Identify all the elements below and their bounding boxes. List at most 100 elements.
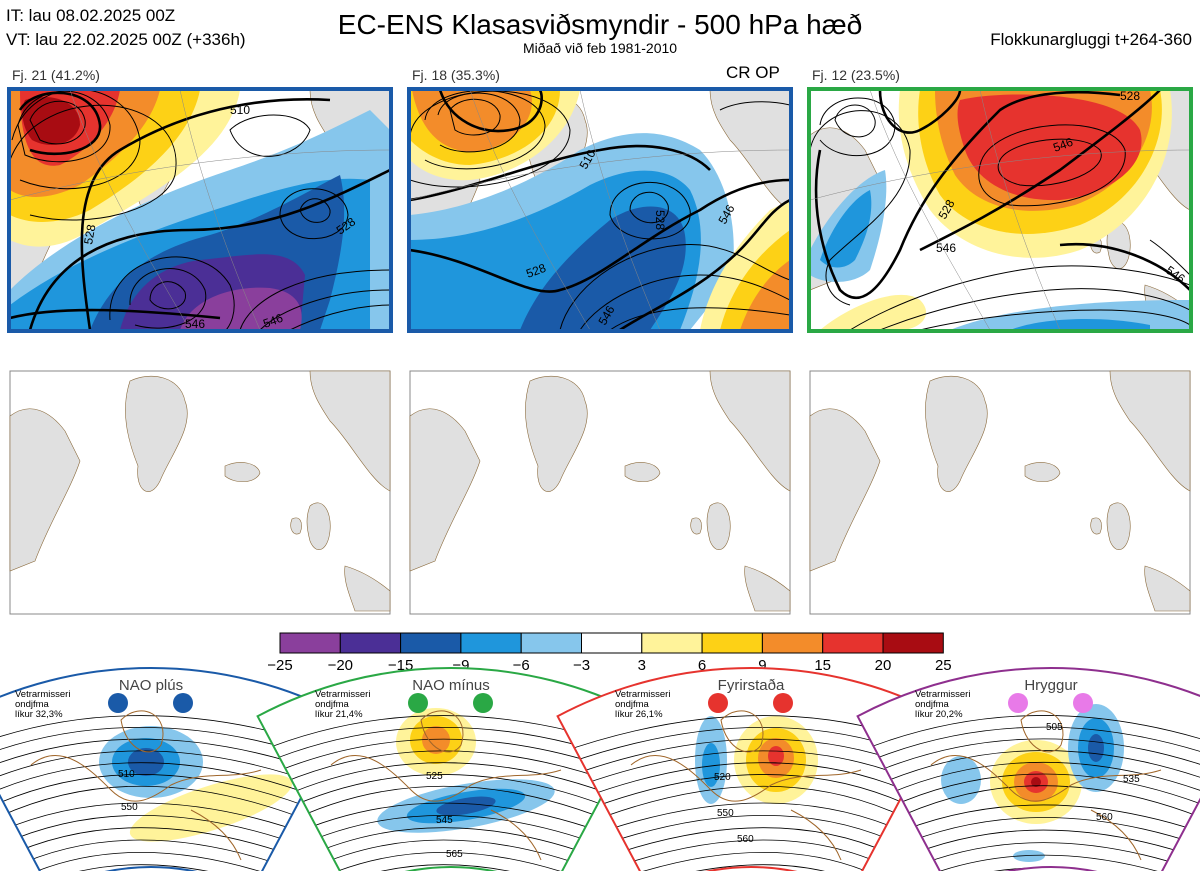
colorbar-tick-label: −3 — [573, 657, 590, 674]
colorbar-tick-label: −25 — [267, 657, 292, 674]
regime-probability: Vetrarmisseri — [15, 689, 70, 700]
regime-probability: líkur 21,4% — [315, 709, 363, 720]
panel-3-contour-label: 546 — [936, 241, 956, 255]
cluster-map-2: 510 528 528 546 546 — [407, 87, 793, 333]
height-contour — [624, 864, 878, 871]
colorbar-swatch — [339, 632, 402, 654]
anomaly-area — [1031, 777, 1041, 787]
anomaly-area — [129, 774, 293, 842]
panel-2-contour-label: 528 — [524, 261, 548, 281]
height-contour — [857, 738, 1200, 783]
regime-fan: 520 550 560 Fyrirstaða Vetrarmisseriondjfmal… — [556, 667, 946, 871]
regime-probability: Vetrarmisseri — [615, 689, 670, 700]
fan-contour-label: 550 — [717, 808, 734, 819]
height-contour — [324, 864, 578, 871]
coastline — [190, 809, 242, 861]
panel-2-label: Fj. 18 (35.3%) — [412, 67, 500, 83]
fan-contour-label: 550 — [121, 802, 138, 813]
height-contour — [866, 761, 1200, 805]
fan-contour-label: 545 — [436, 815, 453, 826]
page-title: EC-ENS Klasasviðsmyndir - 500 hPa hæð — [337, 9, 863, 40]
panel-3-border — [807, 87, 1193, 333]
height-contour — [909, 842, 1193, 870]
fan-contour-label: 565 — [446, 849, 463, 860]
regime-probability: líkur 32,3% — [15, 709, 63, 720]
empty-map-3 — [809, 370, 1191, 615]
height-contour — [573, 774, 929, 816]
colorbar-swatch — [279, 632, 341, 654]
height-contour — [0, 774, 329, 816]
regime-fan: 505 535 560 Hryggur Vetrarmisseriondjfmalíku… — [856, 667, 1200, 871]
fan-contour-label: 505 — [1046, 722, 1063, 733]
regime-dot — [173, 693, 193, 713]
height-contour — [2, 827, 300, 859]
height-contour — [302, 827, 600, 859]
colorbar-tick-label: 6 — [698, 657, 706, 674]
colorbar-swatch — [581, 632, 643, 654]
height-contour — [609, 839, 893, 870]
regime-probability: ondjfma — [315, 699, 350, 710]
anomaly-area — [941, 756, 981, 804]
colorbar-tick-label: 15 — [814, 657, 831, 674]
panel-2-contour-label: 528 — [653, 210, 667, 230]
height-contour — [602, 827, 900, 859]
height-contour — [617, 852, 885, 871]
coastline — [1020, 710, 1064, 753]
regime-fan: 525 545 565 NAO mínus Vetrarmisseriondjfmalí… — [256, 667, 646, 871]
fan-contour-label: 520 — [714, 772, 731, 783]
valid-time: VT: lau 22.02.2025 00Z (+336h) — [6, 30, 246, 49]
coastline — [720, 710, 764, 753]
panel-1-contour-label: 546 — [185, 317, 205, 331]
height-contour — [588, 802, 914, 837]
height-contour — [580, 785, 922, 826]
colorbar-swatch — [520, 632, 583, 654]
regime-name: NAO mínus — [412, 677, 490, 694]
anomaly-area — [702, 743, 720, 787]
anomaly-area — [1088, 734, 1104, 762]
panel-1-contour-label: 510 — [230, 103, 250, 117]
coastline — [930, 755, 1162, 802]
coastline — [630, 755, 862, 802]
fan-contour-label: 525 — [426, 771, 443, 782]
page-subtitle: Miðað við feb 1981-2010 — [522, 40, 678, 56]
height-contour — [857, 726, 1200, 772]
height-contour — [24, 864, 278, 871]
colorbar-swatch — [641, 632, 703, 654]
height-contour — [917, 854, 1185, 871]
empty-map-1 — [9, 370, 391, 615]
height-contour — [0, 802, 314, 837]
regime-fan-outline — [856, 667, 1200, 871]
colorbar-tick-label: 9 — [758, 657, 766, 674]
height-contour — [0, 750, 343, 794]
height-contour — [309, 839, 593, 870]
coastline — [790, 809, 842, 861]
height-contour — [902, 829, 1200, 859]
regime-dot — [1008, 693, 1028, 713]
colorbar-swatch — [882, 632, 944, 654]
fan-contour-label: 535 — [1123, 774, 1140, 785]
panel-1-border — [7, 87, 393, 333]
fan-contour-label: 510 — [118, 769, 135, 780]
height-contour — [0, 785, 322, 826]
height-contour — [880, 785, 1200, 826]
control-run-tag: CR OP — [726, 63, 780, 82]
height-contour — [295, 815, 607, 848]
regime-probability: ondjfma — [915, 699, 950, 710]
coastline — [420, 710, 464, 753]
height-contour — [595, 815, 907, 848]
height-contour — [17, 852, 285, 871]
colorbar: −25 −20 −15 −9 −6 −3 3 6 9 15 20 25 — [267, 632, 952, 674]
regime-dot — [108, 693, 128, 713]
colorbar-tick-label: 25 — [935, 657, 952, 674]
height-contour — [857, 715, 1200, 762]
panel-3-contour-label: 528 — [1120, 89, 1140, 103]
anomaly-area — [128, 748, 164, 776]
regime-dot — [473, 693, 493, 713]
init-time: IT: lau 08.02.2025 00Z — [6, 6, 176, 25]
anomaly-area — [1013, 850, 1045, 862]
panel-2-border — [407, 87, 793, 333]
colorbar-tick-label: 3 — [638, 657, 646, 674]
regime-probability: líkur 20,2% — [915, 709, 963, 720]
